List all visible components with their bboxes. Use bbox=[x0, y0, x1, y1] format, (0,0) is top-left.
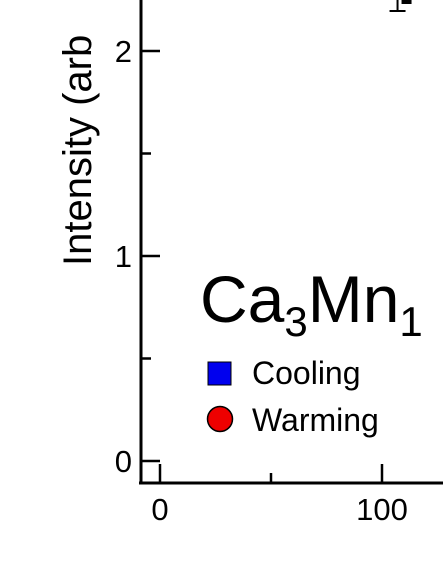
x-tick-labels: 0 100 bbox=[151, 492, 407, 527]
data-point bbox=[401, 0, 412, 4]
compound-mn: Mn bbox=[308, 262, 400, 336]
y-ticks bbox=[141, 49, 160, 463]
x-ticks bbox=[158, 464, 384, 483]
partial-marks bbox=[389, 0, 412, 12]
legend-cooling-marker bbox=[207, 361, 232, 386]
compound-sub1: 3 bbox=[284, 298, 307, 345]
compound-ca: Ca bbox=[200, 262, 285, 336]
y-tick-label: 1 bbox=[115, 239, 132, 274]
compound-sub2: 1 bbox=[399, 298, 422, 345]
y-tick-labels: 0 1 2 bbox=[115, 34, 132, 479]
compound-annotation: Ca3Mn1 bbox=[200, 262, 423, 345]
x-tick-label: 100 bbox=[356, 492, 408, 527]
x-tick-label: 0 bbox=[151, 492, 168, 527]
axes bbox=[139, 0, 443, 485]
legend-warming-marker bbox=[206, 405, 234, 433]
legend: Cooling Warming bbox=[206, 355, 379, 438]
y-tick-label: 2 bbox=[115, 34, 132, 69]
y-axis-label: Intensity (arb bbox=[56, 35, 100, 266]
legend-warming-label: Warming bbox=[252, 402, 379, 438]
y-tick-label: 0 bbox=[115, 444, 132, 479]
legend-cooling-label: Cooling bbox=[252, 355, 361, 391]
